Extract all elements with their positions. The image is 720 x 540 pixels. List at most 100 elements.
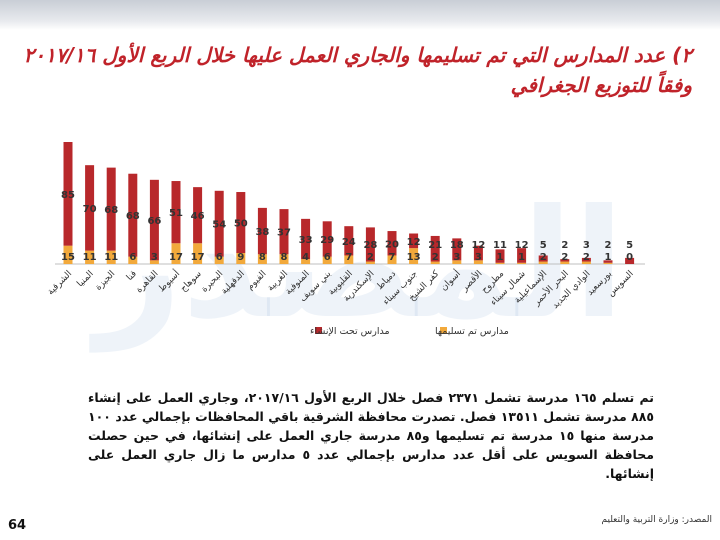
bar-under-construction [214, 190, 224, 257]
bar-under-construction [322, 221, 332, 257]
data-label-delivered: 8 [281, 252, 288, 263]
summary-paragraph: تم تسلم ١٦٥ مدرسة تشمل ٢٣٧١ فصل خلال الر… [88, 390, 654, 481]
bar-under-construction [473, 245, 483, 261]
data-label-delivered: 17 [169, 252, 183, 263]
data-label-under-construction: 2 [561, 240, 568, 251]
data-label-under-construction: 3 [583, 240, 590, 251]
bar-delivered [365, 261, 375, 264]
legend-swatch-delivered [440, 327, 447, 334]
data-label-under-construction: 5 [626, 240, 633, 251]
page-number: 64 [8, 518, 27, 533]
bar-delivered [214, 256, 224, 264]
bar-delivered [257, 254, 267, 264]
category-label: المنيا [75, 269, 95, 289]
data-label-delivered: 11 [83, 252, 97, 263]
bar-delivered [538, 261, 548, 264]
category-label: القاهرة [134, 269, 160, 295]
data-label-under-construction: 50 [234, 219, 248, 230]
bar-under-construction [538, 255, 548, 262]
bar-under-construction [430, 235, 440, 262]
category-label: أسوان [438, 268, 463, 293]
bar-delivered [149, 260, 159, 264]
bar-under-construction [581, 257, 591, 262]
data-label-delivered: 7 [389, 252, 396, 263]
watermark-logo: المصدر [95, 178, 625, 352]
bar-under-construction [128, 173, 138, 257]
bar-under-construction [85, 165, 95, 251]
data-label-delivered: 3 [151, 252, 158, 263]
category-label: سوهاج [179, 269, 204, 294]
data-label-under-construction: 11 [493, 240, 507, 251]
data-label-delivered: 1 [605, 252, 612, 263]
data-label-under-construction: 85 [61, 190, 75, 201]
data-label-delivered: 2 [583, 252, 590, 263]
bar-delivered [279, 254, 289, 264]
data-label-under-construction: 20 [385, 239, 399, 250]
category-label: الفيوم [245, 269, 268, 292]
data-label-delivered: 1 [518, 252, 525, 263]
bar-under-construction [603, 260, 613, 263]
data-label-delivered: 6 [216, 252, 223, 263]
bar-under-construction [495, 249, 505, 263]
category-label: قنا [125, 269, 139, 283]
data-label-delivered: 2 [367, 252, 374, 263]
data-label-delivered: 11 [104, 252, 118, 263]
bar-delivered [581, 261, 591, 264]
data-label-delivered: 7 [345, 252, 352, 263]
bar-delivered [603, 262, 613, 264]
data-label-delivered: 9 [237, 252, 244, 263]
bar-under-construction [409, 233, 419, 249]
bar-delivered [128, 256, 138, 264]
bar-delivered [171, 243, 181, 264]
stacked-bar-chart: 1585الشرقية1170المنيا1168الجيزة668قنا366… [46, 142, 645, 337]
data-label-under-construction: 18 [450, 240, 464, 251]
data-label-delivered: 2 [561, 252, 568, 263]
data-label-delivered: 13 [407, 252, 421, 263]
data-label-delivered: 15 [61, 252, 75, 263]
bar-under-construction [344, 226, 354, 256]
data-label-delivered: 3 [475, 252, 482, 263]
bar-delivered [106, 250, 116, 264]
data-label-under-construction: 37 [277, 228, 291, 239]
data-label-under-construction: 66 [147, 216, 161, 227]
bar-under-construction [560, 259, 570, 262]
bar-delivered [85, 250, 95, 264]
data-label-delivered: 17 [191, 252, 205, 263]
data-label-delivered: 1 [497, 252, 504, 263]
bar-delivered [409, 248, 419, 264]
bar-under-construction [106, 167, 116, 251]
data-label-delivered: 4 [302, 252, 309, 263]
data-label-under-construction: 68 [104, 205, 118, 216]
data-label-under-construction: 5 [540, 240, 547, 251]
bar-under-construction [171, 181, 181, 244]
data-label-under-construction: 28 [363, 240, 377, 251]
data-label-delivered: 0 [626, 252, 633, 263]
bar-under-construction [365, 227, 375, 262]
data-label-under-construction: 38 [255, 227, 269, 238]
bar-under-construction [301, 218, 311, 260]
page-title: ٢) عدد المدارس التي تم تسليمها والجاري ا… [23, 43, 692, 97]
bar-delivered [63, 245, 73, 264]
bar-under-construction [193, 187, 203, 244]
bar-delivered [517, 262, 527, 264]
source-note: المصدر: وزارة التربية والتعليم [601, 515, 713, 525]
data-label-under-construction: 24 [342, 237, 356, 248]
data-label-delivered: 2 [540, 252, 547, 263]
category-label: أسيوط [155, 268, 182, 295]
bar-delivered [322, 256, 332, 264]
data-label-delivered: 8 [259, 252, 266, 263]
data-label-under-construction: 54 [212, 220, 226, 231]
bar-under-construction [452, 238, 462, 261]
bar-delivered [495, 262, 505, 264]
data-label-delivered: 3 [453, 252, 460, 263]
bar-delivered [560, 261, 570, 264]
bar-delivered [193, 243, 203, 264]
bar-under-construction [387, 231, 397, 256]
bar-under-construction [149, 179, 159, 261]
data-label-delivered: 2 [432, 252, 439, 263]
data-label-under-construction: 70 [83, 204, 97, 215]
bar-delivered [236, 253, 246, 264]
legend-swatch-under-construction [315, 327, 322, 334]
data-label-delivered: 6 [129, 252, 136, 263]
bar-under-construction [517, 248, 527, 263]
